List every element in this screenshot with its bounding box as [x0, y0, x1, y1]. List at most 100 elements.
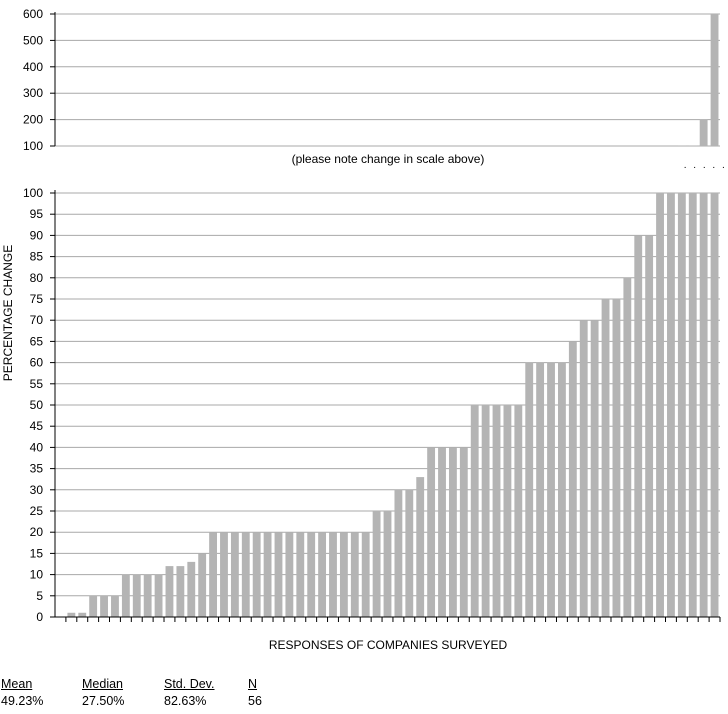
bar: [677, 193, 686, 617]
lower-panel-bars: [67, 193, 719, 617]
bar: [230, 532, 239, 617]
bar: [558, 362, 566, 617]
y-tick-label: 80: [30, 271, 44, 285]
bar: [405, 489, 414, 617]
bar-chart: 100 200 300 400 500 600 0 5 10 15 20 25 30 35 40 45 50 5…: [1, 7, 728, 652]
y-tick-label: 300: [23, 86, 43, 100]
y-tick-label: 25: [30, 504, 44, 518]
bar: [111, 595, 119, 617]
bar: [667, 193, 675, 617]
bar: [688, 193, 697, 617]
bar: [318, 532, 327, 617]
stat-n-label: N: [248, 677, 258, 691]
bar: [154, 574, 163, 617]
bar: [307, 532, 316, 617]
upper-panel-tick-labels: 100 200 300 400 500 600: [23, 7, 43, 153]
y-tick-label: 65: [30, 334, 44, 348]
x-axis-title: RESPONSES OF COMPANIES SURVEYED: [269, 638, 508, 652]
bar: [67, 612, 76, 617]
stat-std-dev-label: Std. Dev.: [164, 677, 215, 691]
bar-upper: [699, 119, 708, 146]
y-tick-label: 500: [23, 33, 43, 47]
upper-panel-grid: [55, 13, 720, 147]
y-tick-label: 10: [30, 568, 44, 582]
bar: [383, 511, 392, 617]
y-tick-label: 55: [30, 377, 44, 391]
scale-break-dots: . . . . . .: [684, 160, 728, 171]
bar: [209, 532, 217, 617]
bar: [187, 561, 196, 617]
stat-std-dev-value: 82.63%: [164, 694, 207, 708]
y-tick-label: 95: [30, 207, 44, 221]
bar: [274, 532, 283, 617]
bar: [339, 532, 348, 617]
y-tick-label: 90: [30, 228, 44, 242]
bar: [329, 532, 337, 617]
bar: [241, 532, 250, 617]
bar: [601, 299, 610, 617]
bar-upper: [710, 14, 719, 146]
upper-panel-bars: [677, 14, 719, 146]
bar: [710, 193, 719, 617]
bar: [89, 595, 98, 617]
stat-mean: Mean 49.23%: [1, 676, 43, 710]
y-tick-label: 35: [30, 462, 44, 476]
bar: [285, 532, 294, 617]
y-tick-label: 40: [30, 440, 44, 454]
bar: [634, 235, 643, 617]
bar: [470, 405, 479, 617]
y-tick-label: 100: [23, 186, 43, 200]
bar: [416, 477, 425, 617]
bar: [568, 341, 577, 617]
bar: [220, 532, 228, 617]
bar: [459, 447, 468, 617]
lower-panel-tick-labels: 0 5 10 15 20 25 30 35 40 45 50 55 60 65 70 75 80 85 90 95 10…: [23, 186, 43, 624]
bar: [536, 362, 545, 617]
bar: [623, 277, 632, 617]
y-axis-title: PERCENTAGE CHANGE: [1, 245, 15, 381]
bar: [176, 566, 185, 617]
stat-mean-value: 49.23%: [1, 694, 44, 708]
bar: [165, 566, 174, 617]
stat-median-value: 27.50%: [82, 694, 125, 708]
bar: [372, 511, 381, 617]
bar: [492, 405, 501, 617]
y-tick-label: 200: [23, 113, 43, 127]
bar: [645, 235, 654, 617]
scale-change-note: (please note change in scale above): [292, 152, 485, 166]
y-tick-label: 70: [30, 313, 44, 327]
bar: [78, 612, 87, 617]
bar: [252, 532, 261, 617]
bar: [438, 447, 446, 617]
bar: [198, 553, 207, 617]
stat-n: N 56: [248, 676, 262, 710]
bar: [547, 362, 555, 617]
y-tick-label: 600: [23, 7, 43, 21]
y-tick-label: 85: [30, 250, 44, 264]
bar: [579, 320, 588, 617]
bar: [699, 193, 708, 617]
bar: [481, 405, 490, 617]
axes: [50, 12, 721, 622]
bar: [448, 447, 457, 617]
y-tick-label: 45: [30, 419, 44, 433]
bar: [590, 320, 599, 617]
y-tick-label: 400: [23, 60, 43, 74]
y-tick-label: 0: [36, 610, 43, 624]
stat-mean-label: Mean: [1, 677, 33, 691]
bar: [296, 532, 305, 617]
bar: [612, 299, 621, 617]
y-tick-label: 15: [30, 546, 44, 560]
bar: [132, 574, 141, 617]
bar: [514, 405, 523, 617]
bar: [361, 532, 370, 617]
bar: [525, 362, 534, 617]
bar: [656, 193, 664, 617]
stat-n-value: 56: [248, 694, 262, 708]
bar: [394, 489, 403, 617]
y-tick-label: 20: [30, 525, 44, 539]
bar: [350, 532, 359, 617]
y-tick-label: 100: [23, 139, 43, 153]
bar: [503, 405, 512, 617]
bar: [100, 595, 108, 617]
